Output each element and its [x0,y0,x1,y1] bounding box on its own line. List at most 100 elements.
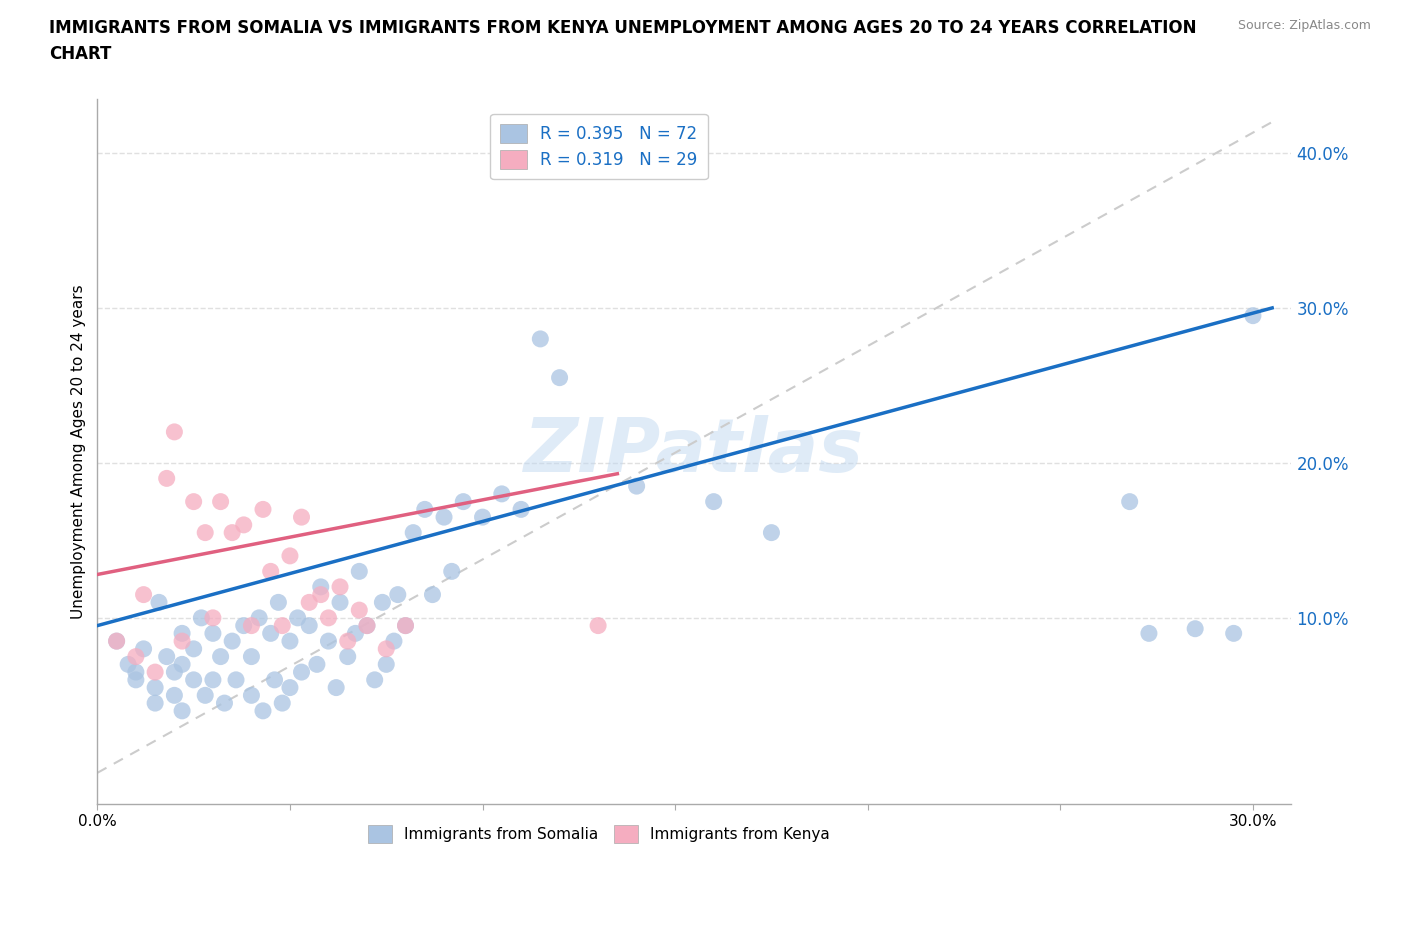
Point [172,703,194,718]
Point [105,633,128,648]
Point [761,525,783,540]
Point [375,657,398,671]
Y-axis label: Unemployment Among Ages 20 to 24 years: Unemployment Among Ages 20 to 24 years [72,284,86,618]
Point [194,688,217,703]
Point [252,502,274,517]
Point [156,649,179,664]
Text: IMMIGRANTS FROM SOMALIA VS IMMIGRANTS FROM KENYA UNEMPLOYMENT AMONG AGES 20 TO 2: IMMIGRANTS FROM SOMALIA VS IMMIGRANTS FR… [49,19,1197,36]
Point [329,595,352,610]
Point [271,696,294,711]
Point [240,618,263,633]
Point [394,618,416,633]
Point [394,618,416,633]
Point [143,665,166,680]
Point [703,494,725,509]
Point [232,517,254,532]
Point [586,618,609,633]
Point [413,502,436,517]
Point [382,633,405,648]
Point [453,494,475,509]
Point [318,610,340,625]
Point [422,587,444,602]
Point [1184,621,1206,636]
Point [172,657,194,671]
Point [194,525,217,540]
Point [356,618,378,633]
Point [290,665,312,680]
Point [344,626,367,641]
Point [1241,308,1264,323]
Point [287,610,309,625]
Point [309,579,332,594]
Point [105,633,128,648]
Point [510,502,533,517]
Point [125,665,148,680]
Point [375,642,398,657]
Point [278,633,301,648]
Text: Source: ZipAtlas.com: Source: ZipAtlas.com [1237,19,1371,32]
Point [201,672,224,687]
Point [278,680,301,695]
Point [349,564,371,578]
Point [371,595,394,610]
Point [163,688,186,703]
Point [271,618,294,633]
Point [132,587,155,602]
Point [309,587,332,602]
Point [172,633,194,648]
Point [387,587,409,602]
Point [325,680,347,695]
Point [240,649,263,664]
Point [214,696,236,711]
Point [117,657,139,671]
Point [240,688,263,703]
Point [163,424,186,439]
Point [148,595,170,610]
Point [263,672,285,687]
Point [209,649,232,664]
Point [1137,626,1160,641]
Point [305,657,328,671]
Point [221,633,243,648]
Point [278,549,301,564]
Point [363,672,385,687]
Point [491,486,513,501]
Legend: Immigrants from Somalia, Immigrants from Kenya: Immigrants from Somalia, Immigrants from… [361,819,837,849]
Point [201,610,224,625]
Point [349,603,371,618]
Point [626,479,648,494]
Point [143,680,166,695]
Point [267,595,290,610]
Point [143,696,166,711]
Point [548,370,571,385]
Point [318,633,340,648]
Point [356,618,378,633]
Point [183,672,205,687]
Point [471,510,494,525]
Point [290,510,312,525]
Point [232,618,254,633]
Point [201,626,224,641]
Point [252,703,274,718]
Point [132,642,155,657]
Point [260,626,283,641]
Text: ZIPatlas: ZIPatlas [524,415,865,487]
Point [529,331,551,346]
Point [183,494,205,509]
Point [1222,626,1244,641]
Point [209,494,232,509]
Point [172,626,194,641]
Point [125,672,148,687]
Point [221,525,243,540]
Point [190,610,212,625]
Point [183,642,205,657]
Point [336,649,359,664]
Text: CHART: CHART [49,45,111,62]
Point [336,633,359,648]
Point [329,579,352,594]
Point [156,471,179,485]
Point [440,564,463,578]
Point [247,610,270,625]
Point [225,672,247,687]
Point [1118,494,1140,509]
